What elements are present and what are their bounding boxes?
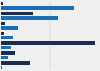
Bar (1, 41, 95, 45)
Bar (1, 36, 13, 39)
Bar (1, 6, 74, 10)
Bar (1, 46, 11, 49)
Bar (1, 32, 4, 35)
Bar (1, 2, 3, 5)
Bar (1, 12, 33, 15)
Bar (1, 61, 30, 65)
Bar (1, 56, 8, 59)
Bar (1, 51, 15, 55)
Bar (1, 66, 3, 69)
Bar (1, 26, 18, 30)
Bar (1, 16, 58, 20)
Bar (1, 22, 5, 25)
